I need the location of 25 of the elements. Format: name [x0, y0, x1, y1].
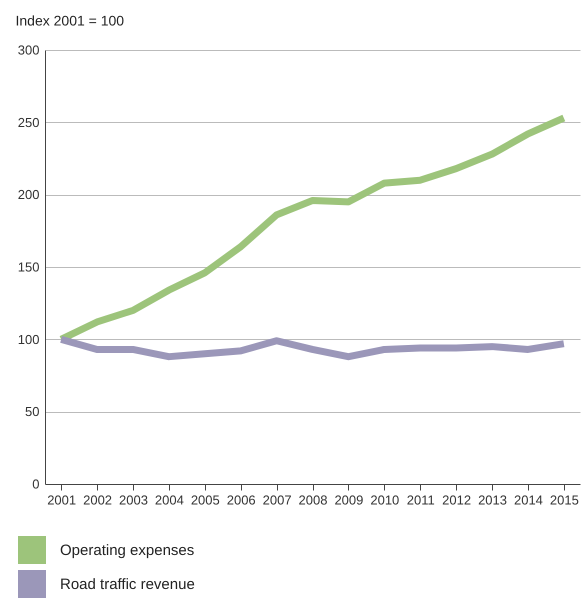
y-tick-label: 200	[18, 187, 40, 202]
y-tick-label: 250	[18, 114, 40, 130]
x-tick-label: 2002	[83, 492, 112, 508]
y-tick-label: 0	[32, 476, 40, 492]
x-tick-label: 2015	[550, 492, 579, 508]
x-tick-label: 2003	[119, 492, 148, 508]
y-tick-label: 50	[25, 404, 40, 420]
x-tick-label: 2004	[154, 492, 184, 508]
y-tick-label: 100	[18, 332, 40, 347]
y-tick-label: 150	[18, 260, 40, 274]
legend-label: Operating expenses	[60, 542, 194, 559]
x-tick-label: 2006	[226, 492, 256, 508]
x-tick-label: 2012	[442, 492, 472, 508]
x-tick-label: 2011	[406, 492, 435, 508]
x-tick-label: 2008	[298, 492, 328, 508]
x-tick-label: 2014	[514, 492, 543, 508]
y-axis-title: Index 2001 = 100	[16, 12, 124, 28]
y-tick-label: 300	[18, 42, 40, 58]
x-tick-label: 2007	[262, 492, 292, 508]
x-tick-label: 2010	[370, 492, 400, 508]
x-tick-label: 2009	[334, 492, 364, 508]
x-tick-label: 2013	[478, 492, 507, 508]
legend-label: Road traffic revenue	[60, 576, 195, 593]
x-tick-label: 2005	[190, 492, 220, 508]
x-tick-label: 2001	[47, 492, 76, 508]
